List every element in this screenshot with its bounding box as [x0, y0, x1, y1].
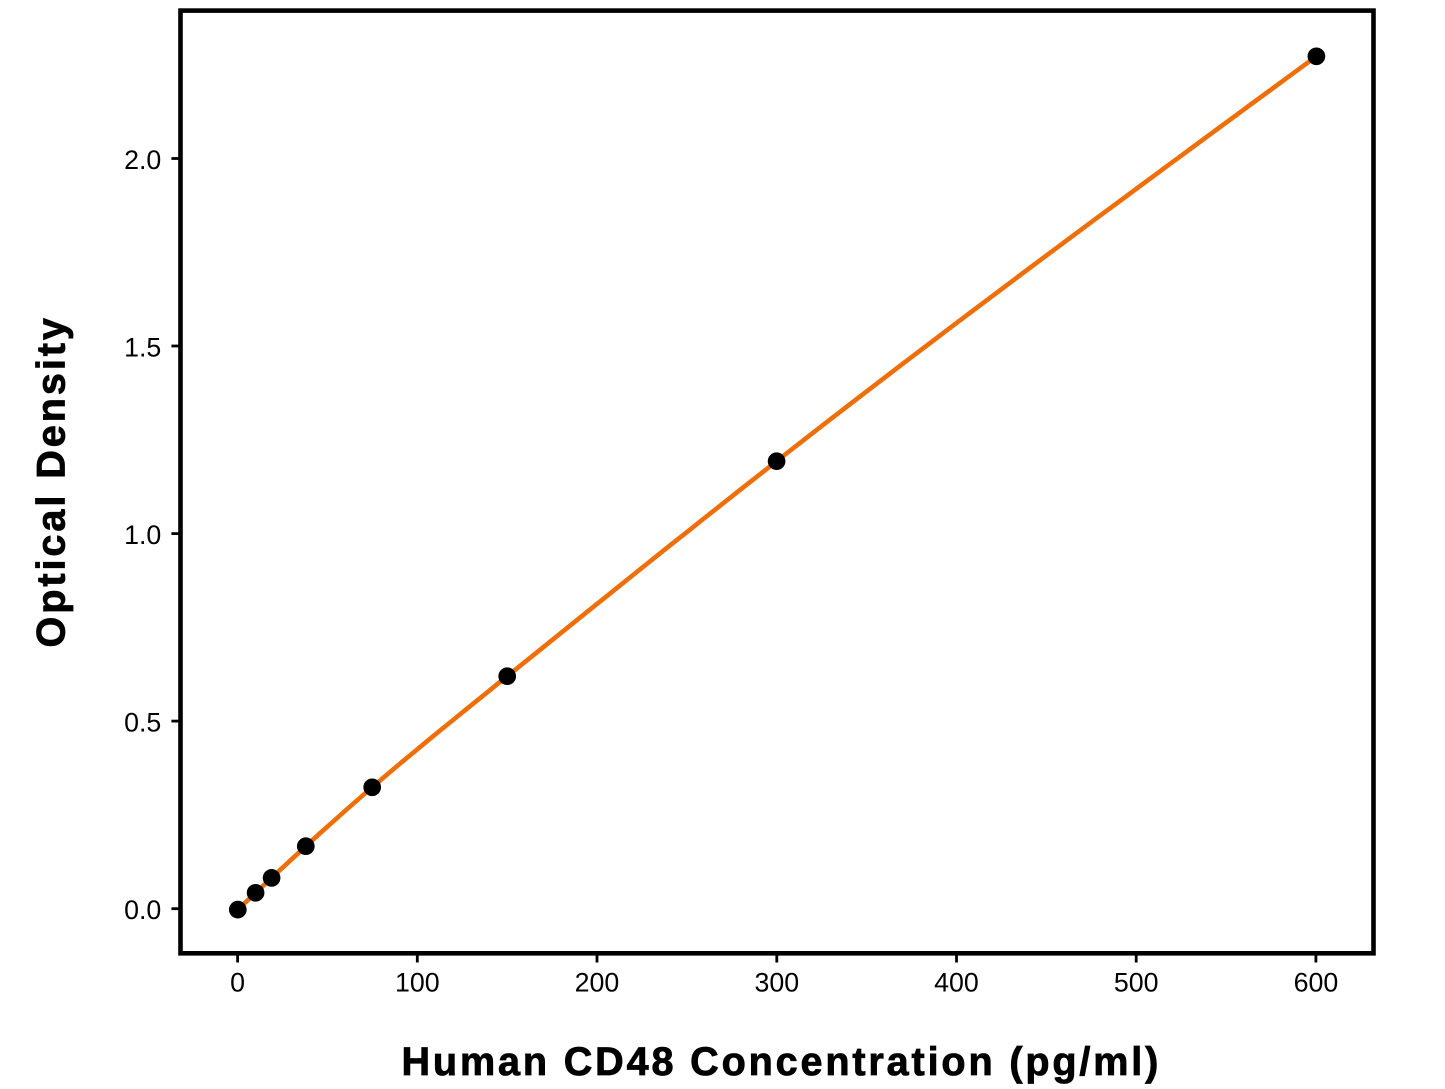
svg-text:300: 300 — [754, 968, 799, 998]
svg-text:0: 0 — [230, 968, 245, 998]
svg-text:400: 400 — [934, 968, 979, 998]
svg-text:0.5: 0.5 — [124, 707, 161, 737]
svg-text:1.5: 1.5 — [124, 332, 161, 362]
svg-text:0.0: 0.0 — [124, 895, 161, 925]
svg-text:1.0: 1.0 — [124, 520, 161, 550]
svg-text:100: 100 — [395, 968, 440, 998]
svg-text:600: 600 — [1294, 968, 1339, 998]
svg-text:Optical Density: Optical Density — [29, 315, 73, 647]
svg-text:200: 200 — [575, 968, 620, 998]
svg-text:2.0: 2.0 — [124, 145, 161, 175]
svg-text:Human CD48 Concentration (pg/m: Human CD48 Concentration (pg/ml) — [402, 1040, 1162, 1084]
svg-text:500: 500 — [1114, 968, 1159, 998]
